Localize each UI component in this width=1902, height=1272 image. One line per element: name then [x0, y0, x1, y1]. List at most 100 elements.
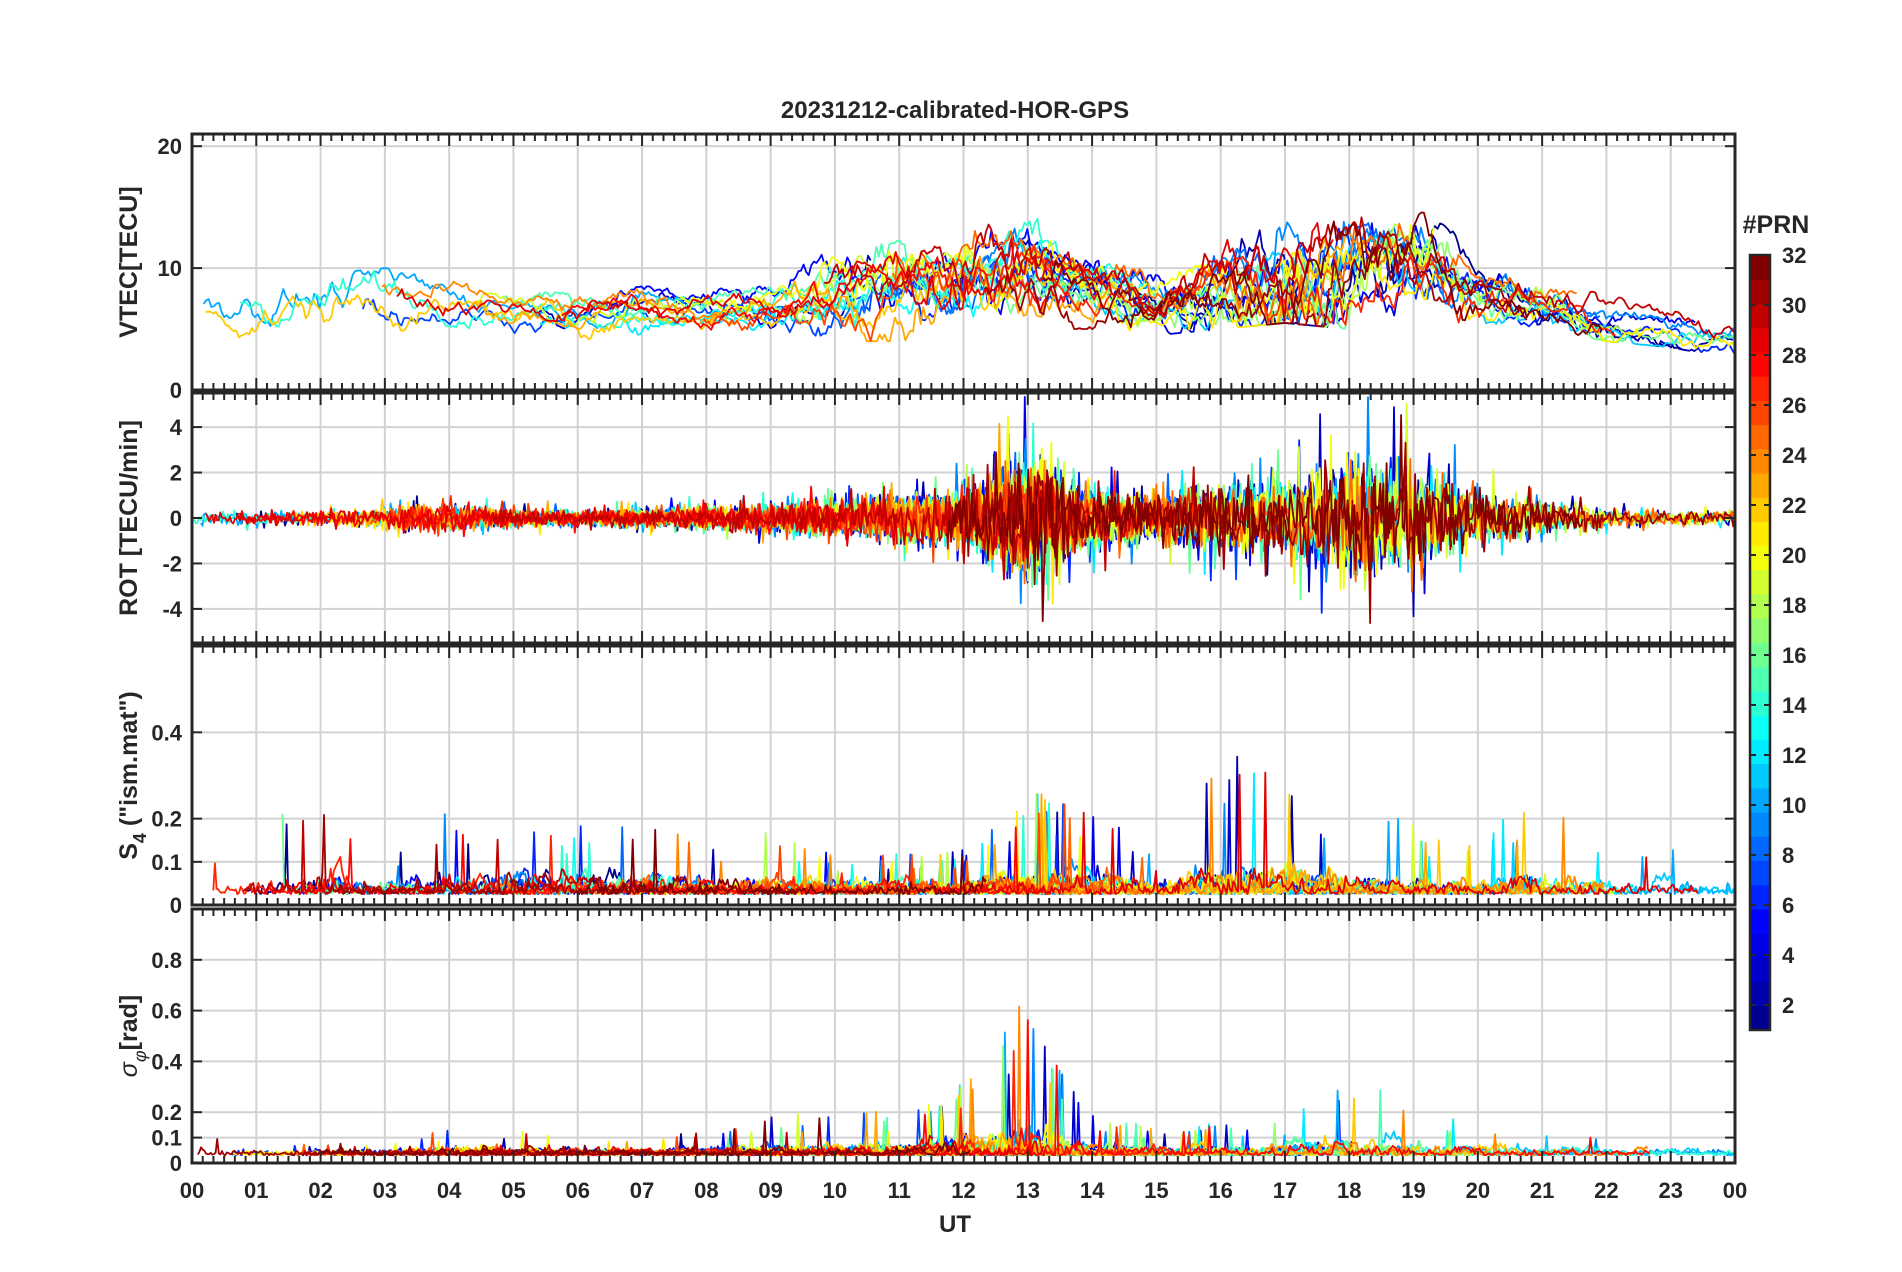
series-group	[193, 395, 1735, 624]
y-tick-label: -2	[162, 551, 182, 576]
x-tick-label: 19	[1401, 1178, 1425, 1203]
x-tick-label: 21	[1530, 1178, 1554, 1203]
prn-series-32	[575, 828, 987, 895]
prn-series-25	[891, 221, 1577, 327]
axes-box	[190, 132, 1737, 392]
prn-series-26	[628, 803, 1124, 895]
y-tick-label: 0	[170, 893, 182, 918]
axes-box	[190, 907, 1737, 1165]
panel-1: 0 10 20 VTEC[TECU]	[115, 132, 1737, 403]
y-axis-label: S4 ("ism.mat")	[115, 691, 150, 860]
colorbar-tick-label: 10	[1782, 793, 1806, 818]
prn-series-29	[396, 222, 1334, 323]
x-tick-label: 07	[630, 1178, 654, 1203]
y-axis-label: σφ[rad]	[115, 995, 150, 1077]
x-tick-label: 10	[823, 1178, 847, 1203]
colorbar-tick-label: 12	[1782, 743, 1806, 768]
colorbar-segment	[1750, 1005, 1770, 1031]
colorbar-segment	[1750, 594, 1770, 619]
x-tick-label: 14	[1080, 1178, 1105, 1203]
prn-series-30	[242, 819, 656, 895]
colorbar-segment	[1750, 715, 1770, 740]
x-tick-label: 11	[888, 1178, 911, 1203]
figure-title: 20231212-calibrated-HOR-GPS	[781, 97, 1129, 124]
y-tick-label: 0	[170, 506, 182, 531]
colorbar-segment	[1750, 739, 1770, 765]
colorbar-tick-label: 24	[1782, 443, 1807, 468]
x-tick-label: 12	[951, 1178, 975, 1203]
prn-series-31	[318, 814, 799, 896]
y-tick-label: 0.4	[151, 720, 182, 745]
y-tick-label: 0.2	[151, 807, 182, 832]
colorbar-segment	[1750, 327, 1770, 353]
panel-3: 0 0.1 0.2 0.4S4 ("ism.mat")	[115, 644, 1737, 918]
x-tick-label: 15	[1144, 1178, 1168, 1203]
y-tick-label: 2	[170, 461, 182, 486]
series-group	[212, 755, 1735, 896]
x-axis-label: UT	[939, 1211, 971, 1238]
y-axis-label: VTEC[TECU]	[115, 186, 143, 337]
colorbar-tick-label: 32	[1782, 243, 1806, 268]
panel-4: 00.10.2 0.4 0.6 0.8σφ[rad]	[115, 907, 1737, 1176]
y-tick-label: -4	[162, 597, 182, 622]
colorbar-segment	[1750, 472, 1770, 498]
prn-series-31	[197, 1132, 771, 1157]
prn-series-21	[1008, 241, 1735, 350]
y-tick-label: 20	[158, 134, 182, 159]
prn-series-24	[381, 280, 722, 320]
x-tick-label: 08	[694, 1178, 718, 1203]
colorbar-tick-label: 18	[1782, 593, 1806, 618]
colorbar-segment	[1750, 690, 1770, 716]
colorbar-segment	[1750, 351, 1770, 377]
colorbar-segment	[1750, 521, 1770, 547]
colorbar-segment	[1750, 908, 1770, 934]
x-tick-label: 03	[373, 1178, 397, 1203]
colorbar-tick-label: 8	[1782, 843, 1794, 868]
colorbar: 32 30 28 26 24 22 20 18 16 14 12 10 8 6 4 2	[1748, 243, 1807, 1032]
colorbar-segment	[1750, 812, 1770, 837]
prn-series-30	[490, 466, 1200, 581]
colorbar-segment	[1750, 569, 1770, 595]
prn-series-29	[943, 771, 1699, 896]
x-tick-label: 09	[758, 1178, 782, 1203]
colorbar-segment	[1750, 787, 1770, 813]
colorbar-segment	[1750, 255, 1770, 280]
series-group	[197, 1005, 1735, 1157]
series-group	[202, 211, 1735, 356]
colorbar-segment	[1750, 933, 1770, 958]
colorbar-segment	[1750, 424, 1770, 450]
prn-series-30	[823, 216, 1735, 339]
y-tick-label: 0.8	[151, 948, 182, 973]
y-tick-label: 4	[170, 415, 183, 440]
colorbar-segment	[1750, 642, 1770, 668]
x-tick-label: 16	[1208, 1178, 1232, 1203]
x-tick-label: 04	[437, 1178, 462, 1203]
colorbar-segment	[1750, 860, 1770, 886]
colorbar-segment	[1750, 303, 1770, 329]
colorbar-segment	[1750, 666, 1770, 692]
colorbar-tick-label: 22	[1782, 493, 1806, 518]
colorbar-tick-label: 20	[1782, 543, 1806, 568]
y-tick-label: 0.2	[151, 1100, 182, 1125]
prn-series-31	[983, 230, 1528, 331]
prn-series-11	[1053, 235, 1734, 348]
prn-series-32	[1042, 211, 1603, 337]
colorbar-segment	[1750, 448, 1770, 474]
x-tick-label: 17	[1273, 1178, 1297, 1203]
colorbar-title: #PRN	[1743, 211, 1810, 239]
x-tick-label: 00	[180, 1178, 204, 1203]
colorbar-segment	[1750, 836, 1770, 862]
colorbar-tick-label: 6	[1782, 893, 1794, 918]
x-tick-label: 00	[1723, 1178, 1747, 1203]
colorbar-tick-label: 26	[1782, 393, 1806, 418]
colorbar-tick-label: 28	[1782, 343, 1806, 368]
x-tick-label: 06	[566, 1178, 590, 1203]
colorbar-tick-label: 4	[1782, 943, 1795, 968]
x-tick-label: 13	[1016, 1178, 1040, 1203]
prn-series-10	[202, 267, 686, 330]
panel-2: -4 -2 0 2 4 ROT [TECU/min]	[115, 391, 1737, 645]
axes-box	[190, 644, 1737, 907]
y-tick-label: 0	[170, 378, 182, 403]
